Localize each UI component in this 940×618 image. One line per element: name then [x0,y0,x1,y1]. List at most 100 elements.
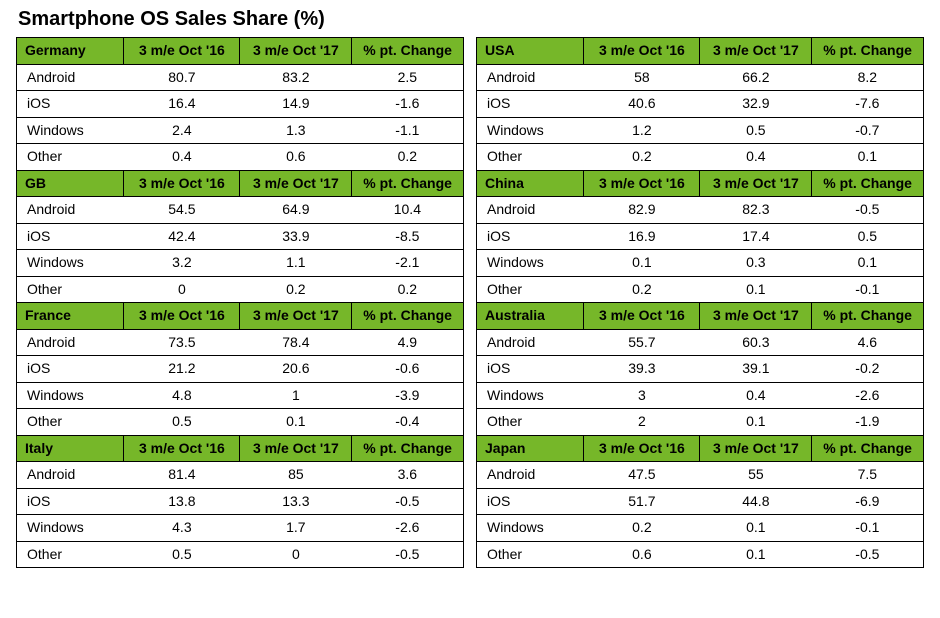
table-row: iOS16.917.40.5 [477,223,924,250]
value-period1: 54.5 [124,197,240,224]
table-row: Android5866.28.2 [477,64,924,91]
col-period2: 3 m/e Oct '17 [240,435,352,462]
col-period1: 3 m/e Oct '16 [124,170,240,197]
os-name: Android [17,462,124,489]
value-period1: 82.9 [584,197,700,224]
value-period1: 39.3 [584,356,700,383]
country-name: Germany [17,38,124,65]
os-name: Windows [17,117,124,144]
value-change: -0.2 [812,356,924,383]
value-period1: 55.7 [584,329,700,356]
value-change: 0.1 [812,144,924,171]
os-name: Android [477,64,584,91]
os-name: iOS [477,223,584,250]
col-period1: 3 m/e Oct '16 [584,170,700,197]
table-row: Windows0.10.30.1 [477,250,924,277]
os-name: Android [477,329,584,356]
value-period1: 2.4 [124,117,240,144]
value-change: -6.9 [812,488,924,515]
table-row: Android81.4853.6 [17,462,464,489]
country-header-row: Germany3 m/e Oct '163 m/e Oct '17% pt. C… [17,38,464,65]
country-name: Japan [477,435,584,462]
os-name: Other [17,144,124,171]
os-name: Windows [17,382,124,409]
value-period2: 83.2 [240,64,352,91]
value-period2: 0.6 [240,144,352,171]
right-column: USA3 m/e Oct '163 m/e Oct '17% pt. Chang… [476,37,924,568]
value-period2: 0.4 [700,382,812,409]
value-change: -0.6 [352,356,464,383]
os-name: Other [17,276,124,303]
value-period2: 33.9 [240,223,352,250]
value-period1: 81.4 [124,462,240,489]
os-name: Windows [17,250,124,277]
country-name: France [17,303,124,330]
table-row: Windows4.31.7-2.6 [17,515,464,542]
value-period2: 44.8 [700,488,812,515]
value-change: 3.6 [352,462,464,489]
table-row: Android54.564.910.4 [17,197,464,224]
col-change: % pt. Change [352,303,464,330]
col-change: % pt. Change [352,435,464,462]
os-name: Android [477,197,584,224]
col-period1: 3 m/e Oct '16 [584,38,700,65]
country-name: China [477,170,584,197]
table-row: iOS40.632.9-7.6 [477,91,924,118]
value-change: -0.1 [812,515,924,542]
value-change: -0.5 [352,488,464,515]
table-row: Other20.1-1.9 [477,409,924,436]
value-period2: 85 [240,462,352,489]
os-name: Windows [477,117,584,144]
value-change: -3.9 [352,382,464,409]
col-period2: 3 m/e Oct '17 [240,303,352,330]
table-row: iOS51.744.8-6.9 [477,488,924,515]
table-row: Other0.50.1-0.4 [17,409,464,436]
value-change: 7.5 [812,462,924,489]
value-period1: 16.4 [124,91,240,118]
value-period1: 73.5 [124,329,240,356]
os-name: Windows [477,382,584,409]
table-row: Windows0.20.1-0.1 [477,515,924,542]
os-name: iOS [477,488,584,515]
value-change: -7.6 [812,91,924,118]
country-name: Australia [477,303,584,330]
table-row: Android82.982.3-0.5 [477,197,924,224]
os-name: iOS [17,488,124,515]
value-change: -0.5 [812,197,924,224]
table-row: Other0.60.1-0.5 [477,541,924,568]
value-period2: 0.2 [240,276,352,303]
country-header-row: GB3 m/e Oct '163 m/e Oct '17% pt. Change [17,170,464,197]
os-name: Windows [477,515,584,542]
col-period1: 3 m/e Oct '16 [584,435,700,462]
os-name: Android [17,329,124,356]
value-period2: 0.1 [240,409,352,436]
value-period1: 0.5 [124,409,240,436]
col-change: % pt. Change [352,170,464,197]
os-name: iOS [17,91,124,118]
os-name: Other [17,409,124,436]
value-period1: 47.5 [584,462,700,489]
value-period1: 0.6 [584,541,700,568]
value-period2: 0.1 [700,541,812,568]
value-period2: 0.4 [700,144,812,171]
country-header-row: USA3 m/e Oct '163 m/e Oct '17% pt. Chang… [477,38,924,65]
os-name: iOS [477,91,584,118]
left-column: Germany3 m/e Oct '163 m/e Oct '17% pt. C… [16,37,464,568]
os-name: Other [17,541,124,568]
value-period2: 39.1 [700,356,812,383]
value-change: -0.4 [352,409,464,436]
table-row: iOS39.339.1-0.2 [477,356,924,383]
os-name: Other [477,144,584,171]
value-period2: 0.1 [700,409,812,436]
value-period1: 0.2 [584,144,700,171]
value-change: 0.2 [352,144,464,171]
value-period1: 4.3 [124,515,240,542]
value-period1: 0 [124,276,240,303]
value-period2: 1.1 [240,250,352,277]
right-table: USA3 m/e Oct '163 m/e Oct '17% pt. Chang… [476,37,924,568]
col-change: % pt. Change [812,38,924,65]
left-table: Germany3 m/e Oct '163 m/e Oct '17% pt. C… [16,37,464,568]
os-name: Android [17,64,124,91]
value-period1: 51.7 [584,488,700,515]
value-period2: 1 [240,382,352,409]
